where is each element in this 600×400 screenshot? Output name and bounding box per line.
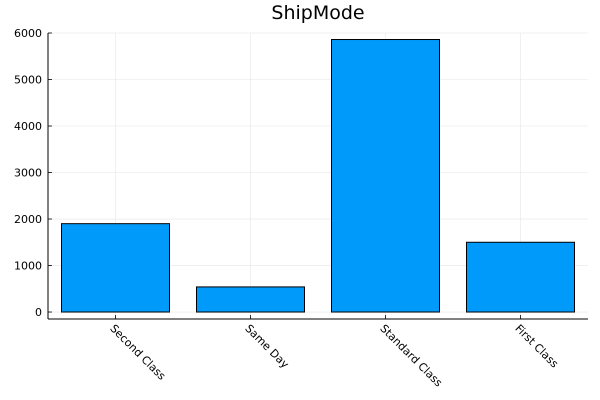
bar: [466, 241, 575, 313]
y-tick-label: 6000: [14, 27, 42, 40]
y-axis-ticks: 0 1000 2000 3000 4000 5000 6000: [14, 27, 52, 319]
x-tick-label: Standard Class: [377, 322, 445, 390]
bar: [196, 286, 305, 313]
y-tick-label: 2000: [14, 213, 42, 226]
y-tick-label: 5000: [14, 74, 42, 87]
x-axis-ticks: Second Class Same Day Standard Class First …: [107, 315, 561, 390]
x-tick-label: Same Day: [242, 322, 291, 371]
chart-title: ShipMode: [271, 2, 364, 24]
bar: [61, 223, 170, 313]
x-tick-label: First Class: [512, 322, 561, 371]
axes: [47, 33, 588, 320]
y-tick-label: 3000: [14, 167, 42, 180]
y-tick-label: 1000: [14, 260, 42, 273]
bars: [61, 39, 575, 313]
y-tick-label: 0: [35, 306, 42, 319]
x-tick-label: Second Class: [107, 322, 168, 383]
y-tick-label: 4000: [14, 120, 42, 133]
bar: [331, 39, 440, 313]
